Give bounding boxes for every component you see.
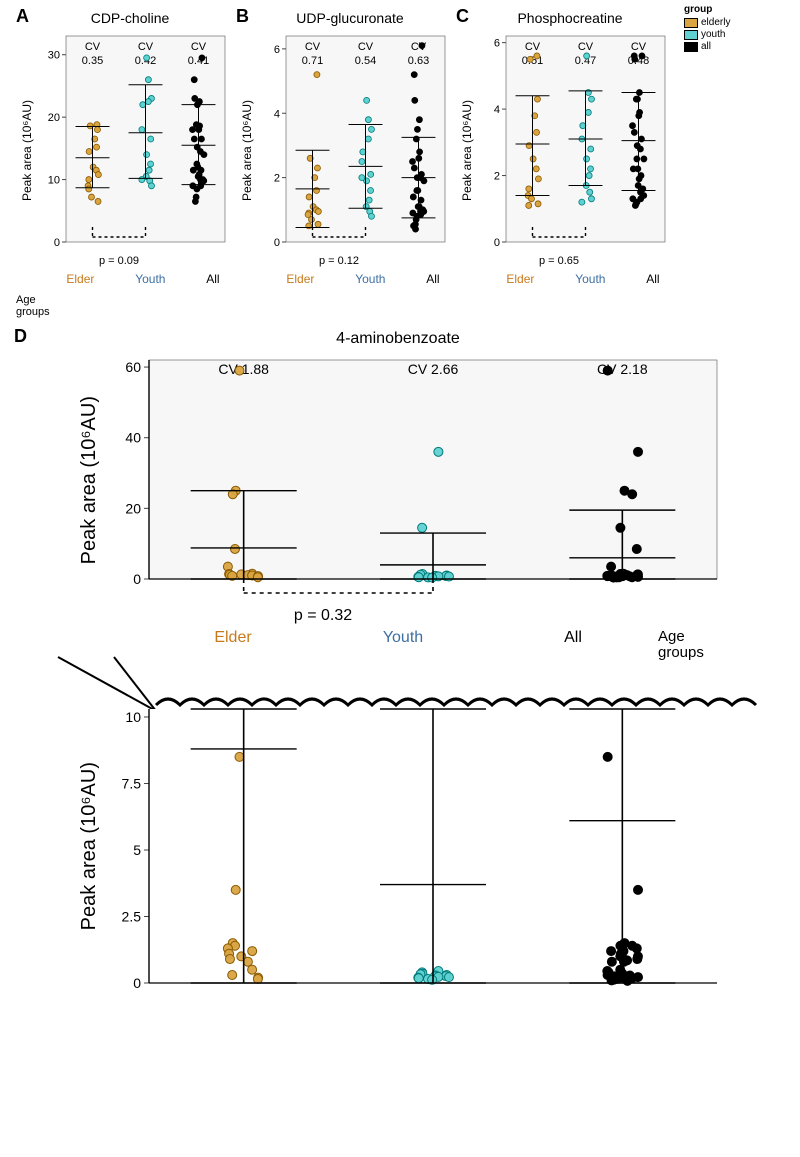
svg-text:CV: CV: [85, 41, 101, 53]
legend-label-all: all: [701, 41, 711, 52]
svg-text:5: 5: [133, 842, 141, 858]
top-row: A CDP-choline Peak area (10⁶AU) 0102030C…: [10, 10, 790, 286]
svg-text:CV: CV: [631, 41, 647, 53]
panel-title-a: CDP-choline: [20, 10, 240, 26]
svg-text:0: 0: [133, 975, 141, 991]
xcat-youth: Youth: [575, 272, 605, 286]
svg-text:7.5: 7.5: [122, 775, 142, 791]
ylabel-c: Peak area (10⁶AU): [460, 100, 474, 201]
xcat-elder: Elder: [66, 272, 94, 286]
panel-b: B UDP-glucuronate Peak area (10⁶AU) 0246…: [240, 10, 460, 286]
legend: group elderlyyouthall: [684, 4, 730, 53]
legend-swatch-all: [684, 42, 698, 52]
svg-text:p = 0.09: p = 0.09: [99, 255, 139, 267]
xcat-youth: Youth: [135, 272, 165, 286]
panel-title-b: UDP-glucuronate: [240, 10, 460, 26]
svg-text:0.63: 0.63: [408, 55, 429, 67]
xcat-d-youth: Youth: [318, 629, 488, 661]
svg-text:4: 4: [274, 108, 280, 120]
xcats-d-upper: ElderYouthAllAgegroups: [108, 629, 728, 661]
panel-title-c: Phosphocreatine: [460, 10, 680, 26]
svg-text:0.71: 0.71: [302, 55, 323, 67]
xcat-youth: Youth: [355, 272, 385, 286]
svg-text:6: 6: [494, 38, 500, 50]
panel-label-a: A: [16, 6, 29, 27]
xcat-all: All: [646, 272, 659, 286]
svg-text:40: 40: [125, 430, 141, 446]
xcat-all: All: [426, 272, 439, 286]
xcat-d-elder: Elder: [148, 629, 318, 661]
plot-d-lower: 0 2.5 5 7.5 10: [105, 701, 725, 991]
xcat-elder: Elder: [506, 272, 534, 286]
xcats-c: Elder Youth All: [460, 272, 680, 286]
svg-text:2: 2: [274, 173, 280, 185]
panel-title-d: 4-aminobenzoate: [18, 330, 778, 348]
xcats-b: Elder Youth All: [240, 272, 460, 286]
xcats-a: Elder Youth All: [20, 272, 240, 286]
svg-text:0.41: 0.41: [188, 55, 209, 67]
xcat-all: All: [206, 272, 219, 286]
ylabel-d-upper: Peak area (10⁶AU): [78, 396, 101, 564]
ylabel-d-lower: Peak area (10⁶AU): [78, 762, 101, 930]
xcat-elder: Elder: [286, 272, 314, 286]
svg-text:10: 10: [125, 709, 141, 725]
svg-text:2.5: 2.5: [122, 908, 142, 924]
svg-text:20: 20: [48, 112, 60, 124]
svg-text:4: 4: [494, 104, 500, 116]
svg-text:60: 60: [125, 359, 141, 375]
panel-a: A CDP-choline Peak area (10⁶AU) 0102030C…: [20, 10, 240, 286]
svg-text:p = 0.65: p = 0.65: [539, 255, 579, 267]
plot-b: 0246CV0.71CV0.54CV0.63p = 0.12: [256, 30, 451, 270]
legend-swatch-youth: [684, 30, 698, 40]
svg-text:CV: CV: [525, 41, 541, 53]
svg-text:0: 0: [133, 571, 141, 587]
svg-text:0: 0: [54, 237, 60, 249]
plot-a: 0102030CV0.35CV0.42CV0.41p = 0.09: [36, 30, 231, 270]
svg-text:CV: CV: [358, 41, 374, 53]
panel-d: D 4-aminobenzoate Peak area (10⁶AU) 0204…: [18, 330, 778, 991]
svg-text:CV: CV: [305, 41, 321, 53]
svg-text:30: 30: [48, 50, 60, 62]
svg-text:CV: CV: [578, 41, 594, 53]
svg-text:CV: CV: [191, 41, 207, 53]
svg-text:CV 2.66: CV 2.66: [408, 361, 459, 377]
legend-title: group: [684, 4, 730, 15]
legend-swatch-elderly: [684, 18, 698, 28]
legend-item-youth: youth: [684, 29, 730, 40]
legend-item-all: all: [684, 41, 730, 52]
svg-text:CV: CV: [138, 41, 154, 53]
svg-text:0.54: 0.54: [355, 55, 376, 67]
panel-label-d: D: [14, 326, 27, 347]
ylabel-b: Peak area (10⁶AU): [240, 100, 254, 201]
pval-d: p = 0.32: [108, 607, 538, 625]
svg-text:20: 20: [125, 501, 141, 517]
svg-text:0: 0: [494, 237, 500, 249]
svg-text:0.35: 0.35: [82, 55, 103, 67]
legend-item-elderly: elderly: [684, 17, 730, 28]
legend-label-elderly: elderly: [701, 17, 730, 28]
panel-label-b: B: [236, 6, 249, 27]
plot-c: 0246CV0.51CV0.47CV0.48p = 0.65: [476, 30, 671, 270]
xcat-d-all: All: [488, 629, 658, 661]
svg-text:0: 0: [274, 237, 280, 249]
svg-text:10: 10: [48, 175, 60, 187]
legend-label-youth: youth: [701, 29, 725, 40]
age-groups-label-top: Agegroups: [16, 294, 76, 318]
plot-d-upper: 0204060CV 1.88CV 2.66CV 2.18: [105, 352, 725, 607]
age-groups-label-d: Agegroups: [658, 629, 728, 661]
ylabel-a: Peak area (10⁶AU): [20, 100, 34, 201]
svg-text:2: 2: [494, 171, 500, 183]
panel-label-c: C: [456, 6, 469, 27]
svg-text:6: 6: [274, 44, 280, 56]
svg-text:p = 0.12: p = 0.12: [319, 255, 359, 267]
figure: A CDP-choline Peak area (10⁶AU) 0102030C…: [10, 10, 790, 991]
panel-c: C Phosphocreatine Peak area (10⁶AU) 0246…: [460, 10, 680, 286]
